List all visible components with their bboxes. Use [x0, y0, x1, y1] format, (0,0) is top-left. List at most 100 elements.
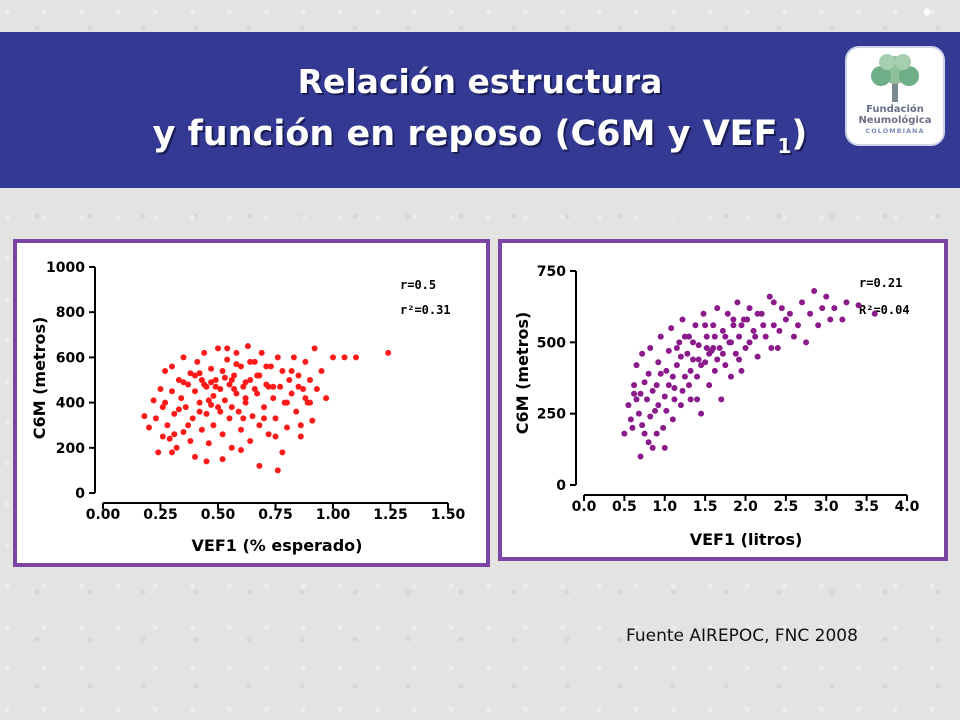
data-point — [706, 350, 713, 357]
stat-annotation: r²=0.31 — [400, 303, 451, 317]
data-point — [734, 299, 741, 306]
data-point — [228, 444, 235, 451]
x-axis-label: VEF1 (% esperado) — [192, 536, 363, 555]
data-point — [256, 422, 263, 429]
data-point — [685, 382, 692, 389]
data-point — [284, 399, 290, 406]
data-point — [637, 390, 644, 397]
data-point — [210, 422, 217, 429]
data-point — [803, 339, 810, 346]
data-point — [185, 422, 192, 429]
data-point — [687, 367, 694, 374]
data-point — [196, 399, 203, 406]
data-point — [238, 447, 244, 454]
data-point — [776, 327, 783, 334]
x-tick-label: 1.0 — [652, 499, 677, 515]
data-point — [201, 349, 208, 356]
data-point — [665, 382, 672, 389]
data-point — [692, 322, 699, 329]
data-point — [770, 322, 777, 329]
source-note: Fuente AIREPOC, FNC 2008 — [626, 626, 858, 646]
data-point — [175, 406, 182, 413]
data-point — [706, 382, 713, 389]
data-point — [205, 440, 212, 447]
data-point — [738, 367, 745, 374]
x-tick-label: 0.5 — [612, 499, 637, 515]
data-point — [736, 333, 743, 340]
data-point — [732, 350, 739, 357]
data-point — [641, 379, 648, 386]
data-point — [684, 350, 691, 357]
x-tick-label: 0.0 — [572, 499, 597, 515]
data-point — [169, 363, 175, 370]
data-point — [279, 367, 286, 374]
data-point — [738, 322, 745, 329]
x-tick-label: 1.50 — [431, 507, 466, 523]
data-point — [307, 399, 313, 406]
data-point — [288, 367, 295, 374]
data-point — [673, 362, 680, 369]
data-point — [194, 358, 201, 365]
data-point — [330, 354, 336, 361]
data-point — [631, 390, 638, 397]
data-point — [690, 339, 697, 346]
y-tick-label: 400 — [56, 396, 85, 412]
data-point — [196, 408, 203, 415]
data-point — [700, 310, 707, 317]
x-tick-label: 2.0 — [733, 499, 758, 515]
data-point — [714, 305, 721, 312]
stat-annotation: r=0.21 — [859, 276, 902, 290]
data-point — [855, 302, 862, 309]
data-point — [159, 404, 166, 411]
data-point — [677, 402, 684, 409]
data-point — [724, 310, 731, 317]
data-point — [698, 410, 705, 417]
data-point — [653, 430, 660, 437]
data-point — [643, 396, 650, 403]
data-point — [192, 372, 198, 379]
data-point — [718, 396, 725, 403]
data-point — [695, 342, 702, 349]
data-point — [727, 373, 734, 380]
data-point — [843, 299, 850, 306]
data-point — [639, 422, 646, 429]
data-point — [637, 453, 644, 460]
data-point — [141, 413, 148, 420]
data-point — [794, 322, 801, 329]
data-point — [768, 345, 775, 352]
stat-annotation: R²=0.04 — [859, 303, 910, 317]
data-point — [205, 397, 212, 404]
data-point — [162, 399, 169, 406]
data-point — [629, 424, 636, 431]
data-point — [231, 386, 238, 393]
data-point — [196, 370, 203, 377]
data-point — [192, 388, 198, 395]
data-point — [302, 395, 309, 402]
data-point — [240, 415, 247, 422]
title-line2-main: y función en reposo (C6M y VEF — [152, 114, 778, 154]
data-point — [625, 402, 632, 409]
data-point — [714, 356, 721, 363]
logo-line1: Fundación — [866, 104, 924, 115]
y-tick-label: 600 — [56, 350, 85, 366]
data-point — [300, 386, 307, 393]
data-point — [169, 388, 175, 395]
data-point — [173, 444, 180, 451]
data-point — [182, 404, 189, 411]
data-point — [208, 401, 215, 408]
data-point — [621, 430, 628, 437]
data-point — [265, 383, 272, 390]
data-point — [770, 299, 777, 306]
data-point — [180, 379, 187, 386]
data-point — [839, 316, 846, 323]
data-point — [150, 397, 157, 404]
data-point — [673, 345, 680, 352]
data-point — [251, 386, 258, 393]
data-point — [240, 383, 247, 390]
data-point — [760, 322, 767, 329]
data-point — [277, 383, 284, 390]
x-tick-label: 1.5 — [693, 499, 718, 515]
data-point — [746, 305, 753, 312]
data-point — [221, 397, 228, 404]
data-point — [645, 439, 652, 446]
